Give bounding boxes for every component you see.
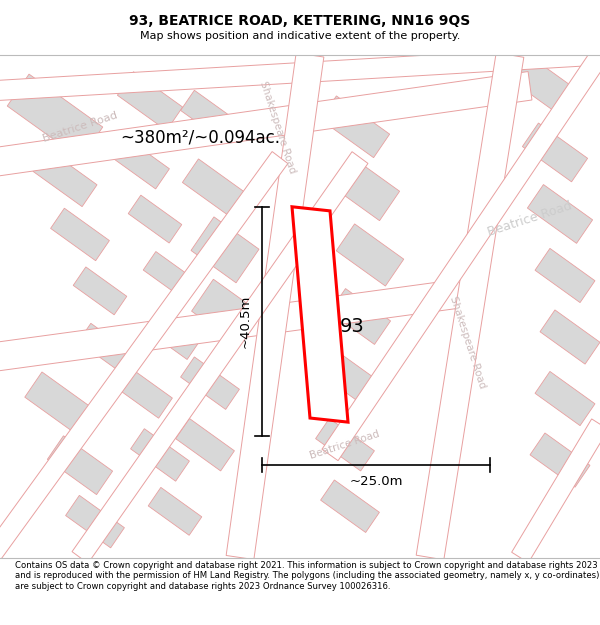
- Polygon shape: [226, 53, 324, 559]
- Text: Map shows position and indicative extent of the property.: Map shows position and indicative extent…: [140, 31, 460, 41]
- Text: Contains OS data © Crown copyright and database right 2021. This information is : Contains OS data © Crown copyright and d…: [15, 561, 599, 591]
- Polygon shape: [320, 480, 379, 532]
- Polygon shape: [131, 429, 190, 481]
- Polygon shape: [292, 207, 348, 422]
- Polygon shape: [535, 248, 595, 302]
- Text: 93: 93: [340, 318, 365, 336]
- Polygon shape: [510, 54, 580, 118]
- Text: ~380m²/~0.094ac.: ~380m²/~0.094ac.: [120, 128, 280, 146]
- Polygon shape: [7, 74, 103, 159]
- Polygon shape: [118, 72, 182, 131]
- Polygon shape: [336, 224, 404, 286]
- Polygon shape: [150, 314, 200, 359]
- Polygon shape: [143, 251, 197, 299]
- Polygon shape: [176, 419, 235, 471]
- Polygon shape: [110, 136, 169, 189]
- Polygon shape: [322, 49, 600, 461]
- Polygon shape: [50, 208, 109, 261]
- Polygon shape: [331, 156, 400, 221]
- Polygon shape: [416, 52, 524, 560]
- Text: ~40.5m: ~40.5m: [239, 295, 252, 348]
- Text: Shakespeare Road: Shakespeare Road: [259, 79, 298, 174]
- Polygon shape: [512, 419, 600, 562]
- Polygon shape: [25, 372, 95, 436]
- Polygon shape: [182, 159, 248, 218]
- Text: Beatrice Road: Beatrice Road: [486, 199, 574, 239]
- Polygon shape: [0, 45, 600, 101]
- Polygon shape: [0, 151, 288, 564]
- Text: ~25.0m: ~25.0m: [349, 476, 403, 489]
- Polygon shape: [530, 433, 590, 487]
- Polygon shape: [0, 277, 482, 372]
- Text: Beatrice Road: Beatrice Road: [309, 429, 381, 461]
- Polygon shape: [118, 369, 172, 418]
- Polygon shape: [319, 350, 380, 406]
- Text: 93, BEATRICE ROAD, KETTERING, NN16 9QS: 93, BEATRICE ROAD, KETTERING, NN16 9QS: [130, 14, 470, 28]
- Polygon shape: [316, 419, 374, 471]
- Polygon shape: [540, 310, 600, 364]
- Polygon shape: [33, 149, 97, 207]
- Polygon shape: [320, 96, 389, 158]
- Polygon shape: [73, 267, 127, 315]
- Polygon shape: [523, 123, 587, 182]
- Polygon shape: [128, 195, 182, 243]
- Polygon shape: [65, 496, 124, 548]
- Polygon shape: [527, 184, 593, 243]
- Polygon shape: [181, 90, 239, 142]
- Polygon shape: [191, 279, 259, 344]
- Polygon shape: [191, 217, 259, 283]
- Text: Shakespeare Road: Shakespeare Road: [448, 295, 488, 389]
- Polygon shape: [329, 289, 391, 344]
- Polygon shape: [78, 323, 132, 371]
- Polygon shape: [181, 357, 239, 409]
- Text: Beatrice Road: Beatrice Road: [41, 110, 119, 144]
- Polygon shape: [0, 71, 532, 177]
- Polygon shape: [148, 488, 202, 535]
- Polygon shape: [535, 371, 595, 426]
- Polygon shape: [72, 152, 368, 563]
- Polygon shape: [47, 436, 113, 494]
